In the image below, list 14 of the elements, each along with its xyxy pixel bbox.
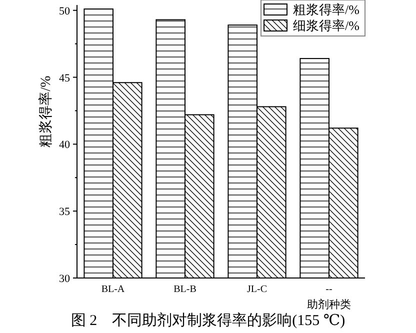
x-tick-label: JL-C [247, 284, 268, 295]
y-tick-label: 30 [59, 273, 70, 285]
y-axis-title: 粗浆得率/% [38, 75, 54, 148]
y-tick-label: 35 [59, 206, 70, 218]
x-tick-label: BL-A [101, 284, 126, 295]
x-tick-label: BL-B [174, 284, 197, 295]
y-tick-label: 45 [59, 72, 70, 84]
legend-label: 粗浆得率/% [293, 2, 360, 17]
y-tick-label: 50 [59, 5, 70, 18]
x-axis-title: 助剂种类 [307, 298, 351, 311]
legend-label: 细浆得率/% [293, 18, 360, 33]
x-tick-label: -- [326, 284, 332, 295]
caption: 图 2 不同助剂对制浆得率的影响(155 ℃) [70, 312, 346, 329]
y-tick-label: 40 [59, 139, 70, 152]
